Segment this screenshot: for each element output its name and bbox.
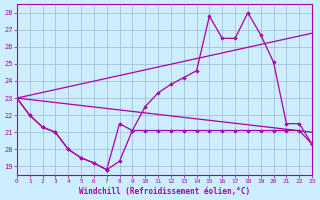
X-axis label: Windchill (Refroidissement éolien,°C): Windchill (Refroidissement éolien,°C) <box>79 187 250 196</box>
